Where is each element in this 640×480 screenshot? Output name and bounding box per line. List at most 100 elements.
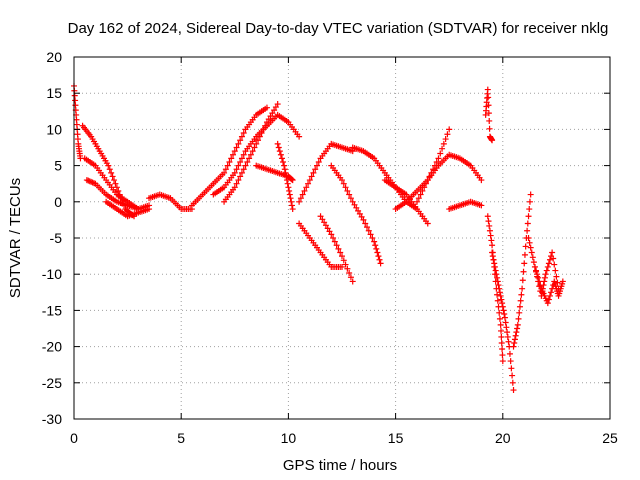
data-point xyxy=(365,227,372,234)
data-point xyxy=(355,207,362,214)
x-tick-label: 10 xyxy=(281,430,297,446)
data-point xyxy=(233,180,240,187)
data-point xyxy=(274,101,281,108)
data-point xyxy=(265,116,272,123)
data-point xyxy=(535,274,542,281)
data-point xyxy=(224,162,231,169)
data-point xyxy=(521,251,528,258)
data-point xyxy=(326,228,333,235)
x-tick-label: 0 xyxy=(70,430,78,446)
data-point xyxy=(328,231,335,238)
data-point xyxy=(253,140,260,147)
data-point xyxy=(528,249,535,256)
data-point xyxy=(518,291,525,298)
data-point xyxy=(235,177,242,184)
data-point xyxy=(526,198,533,205)
data-point xyxy=(277,151,284,158)
data-point xyxy=(263,119,270,126)
data-point xyxy=(529,254,536,261)
data-point xyxy=(498,296,505,303)
data-point xyxy=(289,177,296,184)
data-point xyxy=(376,256,383,263)
data-point xyxy=(106,166,113,173)
data-point xyxy=(537,282,544,289)
x-tick-label: 5 xyxy=(177,430,185,446)
data-point xyxy=(228,155,235,162)
data-point xyxy=(231,169,238,176)
data-point xyxy=(494,278,501,285)
data-point xyxy=(424,220,431,227)
data-point xyxy=(499,352,506,359)
x-axis-label: GPS time / hours xyxy=(283,457,397,474)
data-point xyxy=(527,191,534,198)
data-point xyxy=(511,336,518,343)
data-point xyxy=(553,273,560,280)
data-point xyxy=(551,261,558,268)
data-point xyxy=(285,184,292,191)
data-point xyxy=(281,166,288,173)
data-point xyxy=(490,256,497,263)
y-tick-label: 20 xyxy=(46,49,62,65)
data-point xyxy=(342,184,349,191)
data-point xyxy=(230,151,237,158)
data-point xyxy=(372,242,379,249)
data-point xyxy=(524,220,531,227)
data-point xyxy=(485,102,492,109)
data-point xyxy=(339,253,345,260)
data-point xyxy=(246,155,253,162)
data-point xyxy=(526,239,533,246)
data-point xyxy=(499,300,506,307)
series-arc12 xyxy=(296,220,345,270)
data-point xyxy=(146,206,153,213)
data-point xyxy=(507,358,514,365)
data-point xyxy=(544,263,551,270)
data-point xyxy=(105,162,112,169)
data-point xyxy=(263,104,270,111)
data-point xyxy=(346,269,353,276)
data-point xyxy=(499,346,506,353)
data-point xyxy=(498,333,505,340)
data-point xyxy=(353,204,360,211)
data-point xyxy=(346,191,353,198)
data-point xyxy=(112,180,119,187)
data-point xyxy=(513,329,520,336)
data-point xyxy=(542,271,549,278)
data-point xyxy=(514,325,521,332)
y-axis-ticks: -30 -25 -20 -15 -10 -5 0 5 10 15 20 xyxy=(42,49,610,427)
data-point xyxy=(522,243,529,250)
data-point xyxy=(486,117,493,124)
data-point xyxy=(496,315,503,322)
data-point xyxy=(109,173,116,180)
data-point xyxy=(351,201,358,208)
data-point xyxy=(287,195,294,202)
data-point xyxy=(478,202,485,209)
data-point xyxy=(498,339,505,346)
data-point xyxy=(335,245,342,252)
data-point xyxy=(440,140,447,147)
data-point xyxy=(442,136,449,143)
data-point xyxy=(282,169,289,176)
data-point xyxy=(237,158,244,165)
data-point xyxy=(251,144,258,151)
data-point xyxy=(422,180,429,187)
data-point xyxy=(240,151,247,158)
data-point xyxy=(549,249,556,256)
data-point xyxy=(491,263,498,270)
data-point xyxy=(421,184,428,191)
chart-title: Day 162 of 2024, Sidereal Day-to-day VTE… xyxy=(68,20,609,37)
data-point xyxy=(525,213,532,220)
data-point xyxy=(275,144,282,151)
data-point xyxy=(342,261,349,268)
data-point xyxy=(492,267,499,274)
data-point xyxy=(271,107,278,114)
data-point xyxy=(289,206,296,213)
y-tick-label: -30 xyxy=(42,411,62,427)
series-arc20 xyxy=(446,198,485,213)
data-point xyxy=(521,260,528,267)
data-point xyxy=(545,260,552,267)
series-arc14 xyxy=(317,213,356,285)
data-point xyxy=(222,166,229,173)
data-point xyxy=(485,218,492,225)
data-point xyxy=(496,289,503,296)
data-point xyxy=(504,333,511,340)
